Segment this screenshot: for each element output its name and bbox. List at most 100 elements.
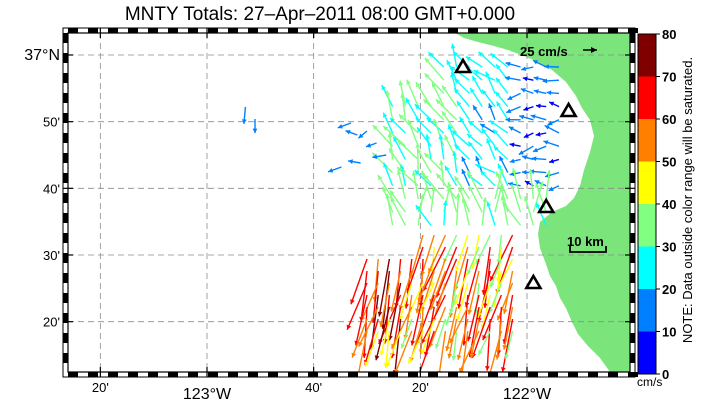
current-arrow <box>430 186 437 213</box>
current-arrow <box>532 181 544 213</box>
current-arrow <box>385 90 394 120</box>
current-arrow <box>400 318 413 349</box>
current-arrow <box>337 122 352 129</box>
current-arrow <box>407 330 424 365</box>
current-arrow <box>500 318 514 372</box>
current-arrow <box>531 156 547 162</box>
current-arrow <box>350 258 368 305</box>
current-arrow <box>404 258 413 309</box>
current-arrow <box>523 196 535 226</box>
current-arrow <box>414 169 432 187</box>
current-arrow <box>521 155 534 161</box>
current-arrow <box>510 183 522 213</box>
current-arrow <box>372 154 387 160</box>
current-arrow <box>441 85 458 107</box>
current-arrow <box>385 330 402 368</box>
current-arrow <box>389 189 406 213</box>
current-arrow <box>452 151 458 173</box>
current-arrow <box>382 125 406 147</box>
current-arrow <box>459 116 470 134</box>
current-arrow <box>467 270 480 315</box>
current-arrow <box>547 119 560 126</box>
current-arrow <box>489 120 509 134</box>
current-arrow <box>461 156 471 173</box>
current-arrow <box>419 282 435 314</box>
current-arrow <box>472 105 483 121</box>
current-arrow <box>414 103 432 121</box>
colorbar-segment <box>638 119 656 162</box>
current-arrow <box>252 119 258 134</box>
current-arrow <box>415 117 432 134</box>
current-arrow <box>379 282 391 328</box>
current-arrow <box>456 100 470 121</box>
current-arrow <box>435 318 447 349</box>
current-arrow <box>424 57 445 81</box>
current-arrow <box>351 318 368 358</box>
radar-sites <box>453 57 578 290</box>
current-arrow <box>374 306 391 361</box>
current-arrow <box>528 169 535 200</box>
current-arrow <box>357 130 368 139</box>
current-arrow <box>442 200 448 226</box>
current-arrow <box>415 81 432 107</box>
current-arrow <box>494 91 509 108</box>
current-arrow <box>505 61 521 68</box>
current-arrow <box>473 69 496 81</box>
current-arrow <box>548 158 560 164</box>
current-arrow <box>482 294 503 341</box>
radar-site-marker <box>524 273 543 290</box>
current-arrow <box>471 75 483 94</box>
current-arrow <box>522 76 534 82</box>
current-arrow <box>417 194 425 226</box>
current-arrow <box>504 75 521 81</box>
colorbar-tick: 20 <box>662 282 676 297</box>
current-arrow <box>533 76 547 81</box>
current-arrow <box>410 294 424 346</box>
current-arrow <box>486 138 496 160</box>
current-arrow <box>435 173 458 200</box>
current-arrow <box>535 103 547 109</box>
current-arrow <box>438 134 445 160</box>
lat-label: 30' <box>43 248 60 263</box>
current-arrow <box>427 51 445 68</box>
current-arrow <box>358 306 379 347</box>
current-arrow <box>495 101 509 121</box>
current-arrow <box>453 78 470 94</box>
scale-arrow-label: 25 cm/s <box>520 44 568 59</box>
current-arrow <box>456 318 469 360</box>
current-arrow <box>415 204 432 226</box>
current-arrow <box>478 51 496 68</box>
current-arrow <box>451 130 470 147</box>
current-arrow <box>364 330 379 367</box>
colorbar-segment <box>638 161 656 204</box>
current-arrow <box>485 318 491 371</box>
current-arrow <box>415 143 421 173</box>
current-arrow <box>394 330 413 372</box>
colorbar-segment <box>638 289 656 332</box>
current-arrow <box>387 132 394 160</box>
current-arrow <box>481 127 496 147</box>
current-arrow <box>372 124 394 147</box>
colorbar-segment <box>638 204 656 247</box>
current-arrow <box>494 168 504 200</box>
colorbar-segment <box>638 34 656 77</box>
current-arrow <box>518 145 534 156</box>
colorbar-segment <box>638 246 656 289</box>
current-arrow <box>444 165 458 187</box>
grid-lines <box>68 33 630 372</box>
current-arrow <box>435 98 458 121</box>
current-arrow <box>406 79 419 107</box>
current-arrow <box>396 166 419 187</box>
current-arrow <box>479 170 496 187</box>
distance-scale: 10 km <box>567 234 607 253</box>
current-arrow <box>485 71 496 94</box>
lon-label: 40' <box>305 380 322 395</box>
current-arrow <box>542 78 560 84</box>
current-arrow <box>532 145 547 153</box>
current-arrow <box>454 270 469 306</box>
lat-label: 40' <box>43 181 60 196</box>
colorbar: 0 10 20 30 40 50 60 70 80 <box>637 27 676 382</box>
colorbar-tick: 60 <box>662 112 676 127</box>
current-arrow <box>502 306 514 350</box>
current-arrow <box>519 114 534 121</box>
